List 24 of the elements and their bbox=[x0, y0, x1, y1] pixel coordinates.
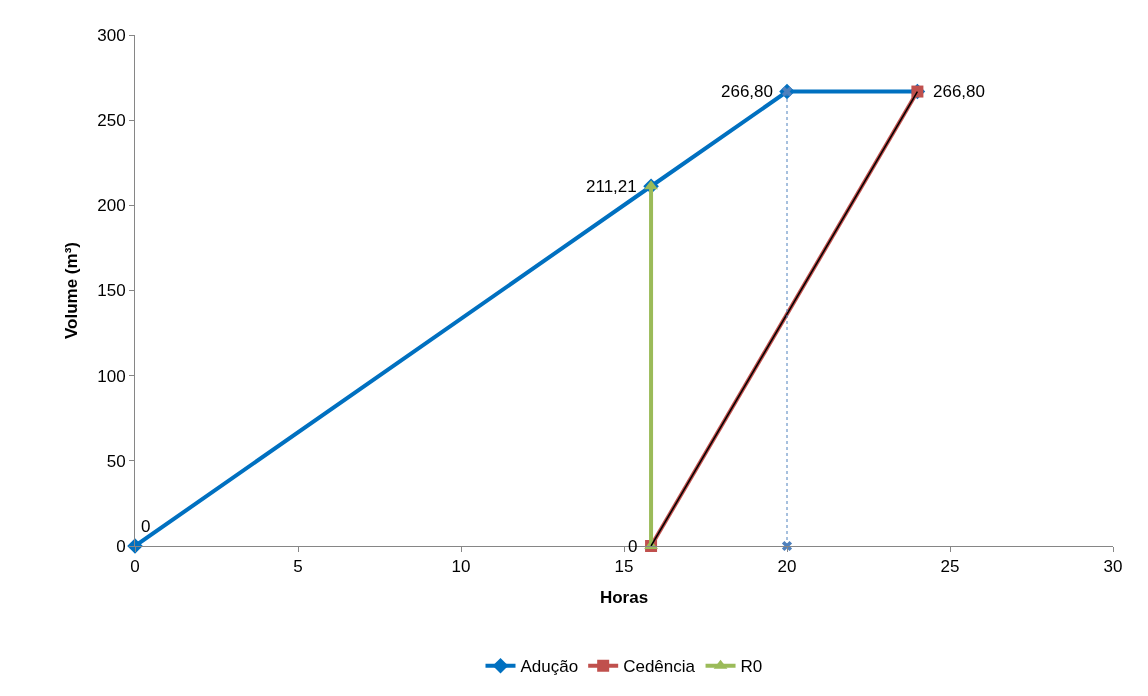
legend-label: R0 bbox=[740, 657, 763, 677]
data-label: 211,21 bbox=[586, 177, 637, 196]
data-label: 266,80 bbox=[933, 82, 985, 101]
x-tick-label: 0 bbox=[130, 557, 140, 577]
x-tick-label: 5 bbox=[293, 557, 303, 577]
x-tick-label: 10 bbox=[451, 557, 471, 577]
y-tick-label: 50 bbox=[106, 451, 126, 471]
data-label: 266,80 bbox=[721, 82, 773, 101]
x-tick-label: 30 bbox=[1103, 557, 1123, 577]
y-axis-title: Volume (m³) bbox=[61, 242, 81, 339]
y-tick-label: 0 bbox=[116, 536, 126, 556]
y-tick-label: 150 bbox=[97, 281, 126, 301]
y-tick-label: 250 bbox=[97, 111, 126, 131]
x-tick-label: 25 bbox=[940, 557, 960, 577]
data-label: 0 bbox=[141, 517, 151, 536]
y-tick-label: 300 bbox=[97, 25, 126, 45]
legend-label: Adução bbox=[520, 657, 579, 677]
x-tick-label: 20 bbox=[777, 557, 797, 577]
legend-label: Cedência bbox=[623, 657, 696, 677]
y-tick-label: 100 bbox=[97, 366, 126, 386]
y-tick-label: 200 bbox=[97, 196, 126, 216]
x-axis-title: Horas bbox=[599, 587, 649, 607]
data-label: 0 bbox=[628, 537, 638, 556]
x-tick-label: 15 bbox=[614, 557, 634, 577]
